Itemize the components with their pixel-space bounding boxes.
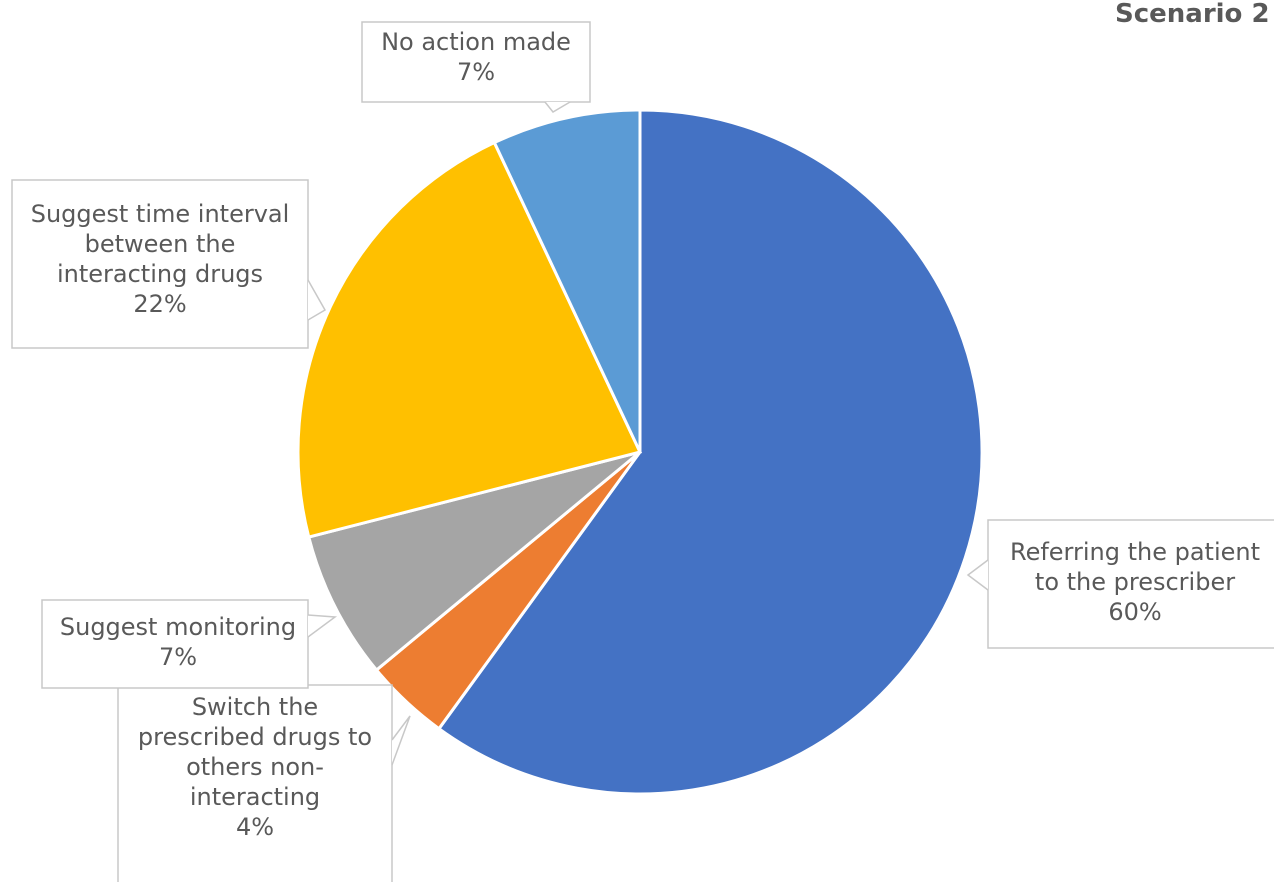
pie-slices (296, 108, 984, 796)
callout-box (987, 519, 1274, 649)
callout-pointer (307, 614, 338, 638)
slice-category-label: interacting (190, 783, 320, 811)
slice-category-label: others non- (186, 753, 324, 781)
callout-box (11, 179, 309, 349)
callout-pointer (966, 559, 989, 591)
pie-slice-5 (492, 108, 642, 453)
slice-value-label: 60% (1108, 598, 1161, 626)
slice-category-label: Suggest time interval (31, 200, 290, 228)
slice-value-label: 7% (457, 58, 495, 86)
slice-category-label: No action made (381, 28, 571, 56)
slice-value-label: 4% (236, 813, 274, 841)
slice-value-label: 7% (159, 643, 197, 671)
callout-pointer (544, 101, 571, 113)
slice-category-label: Suggest monitoring (60, 613, 296, 641)
slice-category-label: between the (85, 230, 236, 258)
pie-slice-3 (306, 450, 641, 673)
slice-category-label: to the prescriber (1035, 568, 1235, 596)
callout-box (361, 21, 591, 103)
callout-pointer (391, 715, 411, 766)
pie-slice-4 (296, 140, 643, 539)
slice-category-label: Switch the (192, 693, 318, 721)
callout-pointer (307, 279, 327, 321)
slice-value-label: 22% (133, 290, 186, 318)
slice-category-label: interacting drugs (57, 260, 263, 288)
callout-box (41, 599, 309, 689)
slice-category-label: prescribed drugs to (138, 723, 372, 751)
pie-slice-1 (436, 108, 984, 796)
chart-title: Scenario 2 (1115, 0, 1270, 29)
slice-category-label: Referring the patient (1010, 538, 1260, 566)
